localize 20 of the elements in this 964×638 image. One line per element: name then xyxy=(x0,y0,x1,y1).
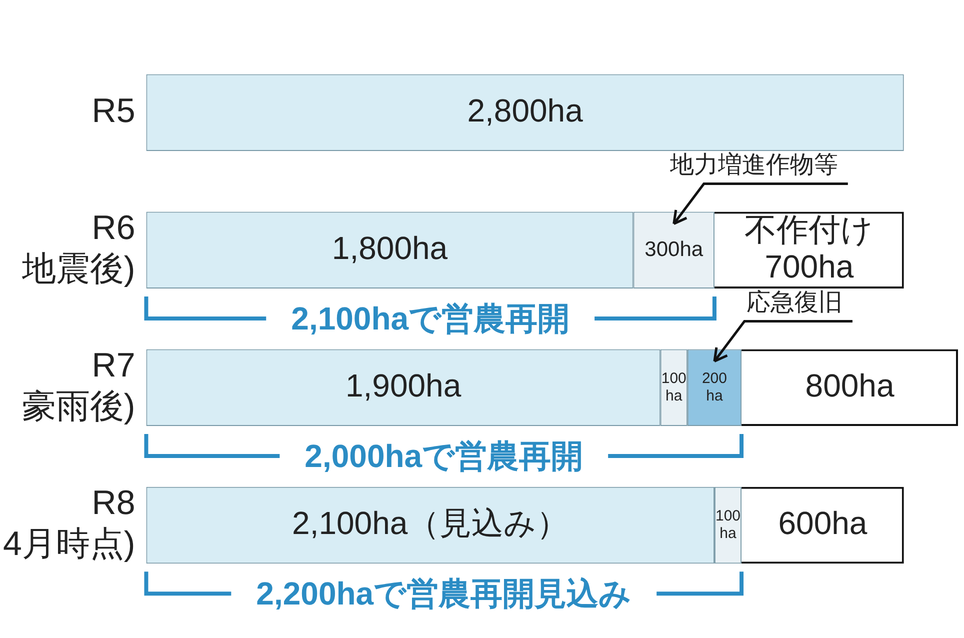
data-label: 2,100ha（見込み） xyxy=(292,505,569,542)
data-label: 不作付け 700ha xyxy=(744,212,874,284)
data-label: 100 ha xyxy=(715,508,741,542)
y-tick-label: R8 4月時点) xyxy=(2,484,136,563)
data-label: 1,900ha xyxy=(345,368,462,404)
y-tick-label: R5 xyxy=(92,92,136,130)
series-label: 地力増進作物等 xyxy=(668,151,838,178)
annotation: 2,100haで営農再開 xyxy=(291,300,570,336)
data-label: 100 ha xyxy=(661,370,686,404)
y-tick-label: R6 地震後) xyxy=(20,209,136,288)
data-label: 2,800ha xyxy=(467,92,584,128)
data-label: 800ha xyxy=(805,368,894,404)
data-label: 300ha xyxy=(644,238,704,261)
series-label: 応急復旧 xyxy=(746,288,842,316)
annotation: 2,200haで営農再開見込み xyxy=(256,575,632,612)
y-tick-label: R7 豪雨後) xyxy=(22,346,136,426)
data-label: 600ha xyxy=(778,505,868,542)
data-label: 200 ha xyxy=(702,370,727,404)
data-label: 1,800ha xyxy=(332,230,448,266)
annotation: 2,000haで営農再開 xyxy=(304,438,584,474)
